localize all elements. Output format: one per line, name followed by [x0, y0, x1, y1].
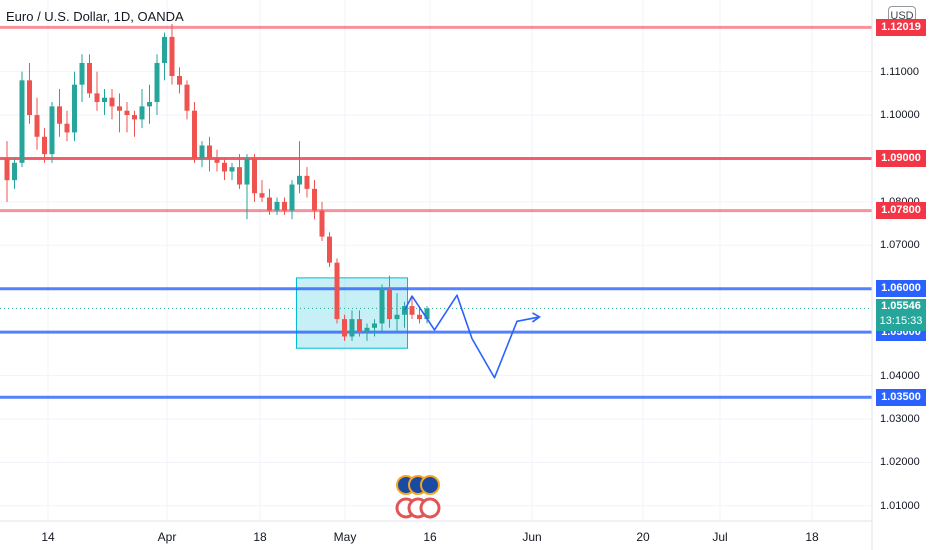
- candle-body: [207, 145, 212, 159]
- candle-body: [57, 106, 62, 124]
- last-price-badge: 1.05546 13:15:33: [876, 299, 926, 332]
- candle-body: [139, 106, 145, 120]
- candle-body: [117, 106, 122, 111]
- candle-body: [109, 97, 115, 107]
- bar-countdown: 13:15:33: [879, 315, 923, 328]
- price-tick-label: 1.10000: [880, 109, 920, 122]
- candle-body: [87, 62, 92, 94]
- candle-body: [244, 158, 250, 185]
- currency-flags-icon: [395, 475, 441, 519]
- candle-body: [327, 236, 332, 263]
- candle-body: [349, 319, 355, 337]
- projection-arrowhead: [532, 312, 541, 323]
- candle-body: [72, 84, 77, 133]
- candle-body: [177, 75, 182, 85]
- candle-body: [19, 80, 25, 163]
- time-tick-label: 20: [636, 530, 650, 544]
- level-badge-resistance: 1.12019: [876, 18, 926, 36]
- time-tick-label: May: [333, 530, 357, 544]
- candle-body: [64, 123, 70, 133]
- level-badge-support: 1.06000: [876, 280, 926, 298]
- time-tick-label: Jun: [522, 530, 542, 544]
- candle-body: [199, 145, 205, 159]
- candles: [4, 23, 430, 341]
- candle-body: [379, 288, 385, 324]
- time-tick-label: Jul: [712, 530, 728, 544]
- candle-body: [214, 158, 220, 163]
- chart-title: Euro / U.S. Dollar, 1D, OANDA: [6, 9, 184, 24]
- candle-body: [229, 167, 235, 172]
- candle-body: [42, 136, 47, 155]
- price-tick-label: 1.11000: [880, 65, 919, 78]
- time-tick-label: Apr: [157, 530, 177, 544]
- candle-body: [289, 184, 295, 211]
- candle-body: [259, 193, 265, 198]
- candle-body: [169, 36, 175, 76]
- candle-body: [267, 197, 272, 211]
- time-tick-label: 18: [805, 530, 819, 544]
- candle-body: [252, 158, 257, 194]
- price-tick-label: 1.02000: [880, 456, 920, 469]
- candle-body: [274, 201, 280, 211]
- candle-body: [319, 210, 325, 237]
- price-tick-label: 1.01000: [880, 499, 920, 512]
- last-price-value: 1.05546: [881, 300, 921, 313]
- candle-body: [409, 306, 415, 315]
- time-tick-label: 14: [41, 530, 55, 544]
- candle-body: [394, 314, 400, 320]
- candle-body: [372, 323, 377, 328]
- candle-body: [237, 167, 242, 185]
- candle-body: [357, 319, 362, 333]
- candle-body: [154, 62, 160, 103]
- projection-path: [403, 294, 541, 379]
- candle-body: [334, 262, 340, 320]
- price-tick-label: 1.03000: [880, 412, 920, 425]
- candle-body: [222, 162, 227, 172]
- candle-body: [312, 188, 317, 211]
- candle-body: [49, 106, 55, 155]
- candle-body: [132, 115, 137, 120]
- candle-body: [34, 115, 40, 137]
- candle-body: [417, 314, 422, 320]
- candle-body: [282, 201, 287, 211]
- horizontal-levels: [0, 25, 872, 399]
- candle-body: [364, 327, 370, 333]
- candle-body: [424, 308, 430, 320]
- grid-lines: [0, 0, 872, 521]
- price-tick-label: 1.07000: [880, 239, 920, 252]
- candle-body: [297, 175, 302, 185]
- candle-body: [192, 110, 197, 159]
- price-tick-label: 1.04000: [880, 369, 920, 382]
- candle-body: [387, 288, 392, 320]
- candle-body: [124, 110, 130, 116]
- level-badge-resistance: 1.07800: [876, 202, 926, 220]
- candle-body: [147, 102, 152, 107]
- time-tick-label: 16: [423, 530, 437, 544]
- candle-body: [304, 175, 310, 189]
- candle-body: [79, 62, 85, 85]
- level-badge-resistance: 1.09000: [876, 149, 926, 167]
- candle-body: [12, 162, 17, 181]
- candle-body: [184, 84, 190, 111]
- candle-body: [342, 319, 347, 337]
- candle-body: [27, 80, 32, 116]
- level-badge-support: 1.03500: [876, 388, 926, 406]
- time-tick-label: 18: [253, 530, 267, 544]
- candle-body: [102, 97, 107, 103]
- candle-body: [162, 36, 167, 63]
- projection-line: [403, 294, 540, 379]
- candle-body: [94, 93, 100, 103]
- candle-body: [4, 158, 10, 181]
